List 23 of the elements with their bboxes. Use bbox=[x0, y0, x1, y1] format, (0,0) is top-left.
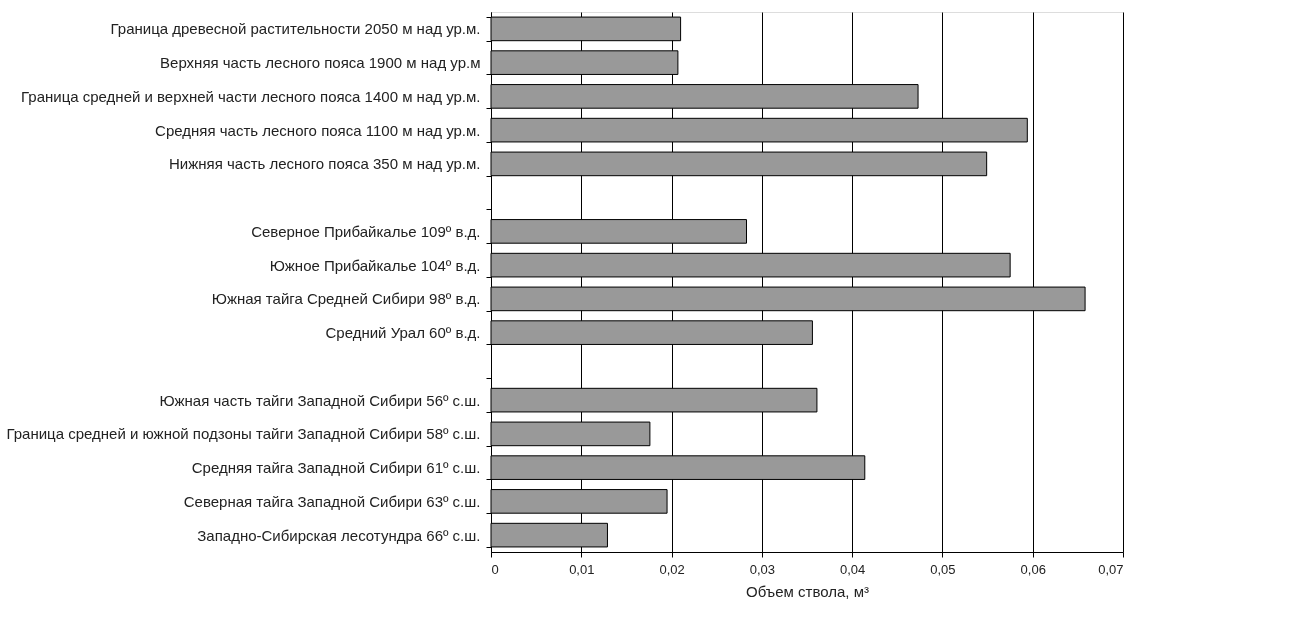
x-tick-label: 0,02 bbox=[659, 561, 685, 577]
x-tick-label: 0,07 bbox=[1098, 561, 1124, 577]
y-tick-label: Средний Урал 60º в.д. bbox=[325, 324, 481, 342]
y-tick-label: Южная тайга Средней Сибири 98º в.д. bbox=[211, 290, 481, 308]
y-tick-label: Граница средней и верхней части лесного пояса 1400 м над ур.м. bbox=[21, 87, 481, 105]
x-tick-label: 0,03 bbox=[749, 561, 776, 577]
y-tick-label: Нижняя часть лесного пояса 350 м над ур.м. bbox=[169, 155, 481, 173]
y-tick-label: Южное Прибайкалье 104º в.д. bbox=[269, 256, 481, 274]
y-tick-label: Западно-Сибирская лесотундра 66º с.ш. bbox=[197, 526, 481, 544]
x-tick-label: 0,01 bbox=[569, 561, 595, 577]
y-tick-label: Граница древесной растительности 2050 м над ур.м. bbox=[110, 20, 481, 38]
y-tick-label: Средняя часть лесного пояса 1100 м над ур.м. bbox=[155, 121, 481, 139]
x-tick-label: 0,06 bbox=[1020, 561, 1046, 577]
y-tick-label: Верхняя часть лесного пояса 1900 м над ур.м bbox=[160, 54, 481, 72]
y-tick-label: Граница средней и южной подзоны тайги Западной Сибири 58º с.ш. bbox=[6, 425, 481, 443]
y-tick-label: Северное Прибайкалье 109º в.д. bbox=[251, 222, 481, 240]
x-axis-title: Объем ствола, м³ bbox=[746, 582, 869, 600]
y-tick-label: Южная часть тайги Западной Сибири 56º с.ш. bbox=[159, 391, 481, 409]
x-tick-label: 0,04 bbox=[839, 561, 866, 577]
y-tick-label: Северная тайга Западной Сибири 63º с.ш. bbox=[183, 492, 481, 510]
y-tick-label: Средняя тайга Западной Сибири 61º с.ш. bbox=[191, 459, 481, 477]
x-tick-label: 0 bbox=[491, 561, 499, 577]
x-tick-label: 0,05 bbox=[930, 561, 956, 577]
